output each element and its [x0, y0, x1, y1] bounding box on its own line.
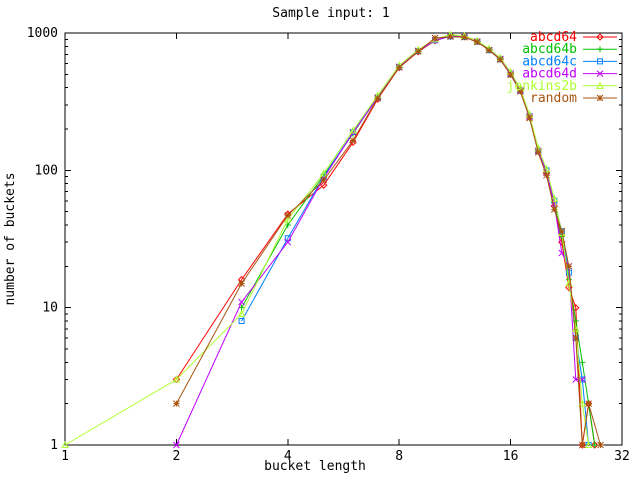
series-jenkins2b: [61, 30, 593, 449]
legend-item-random: random: [530, 91, 617, 106]
legend: abcd64abcd64babcd64cabcd64djenkins2brand…: [507, 30, 617, 106]
y-tick-label: 10: [42, 301, 58, 316]
axes: 1 2 4 8 16 32 1 10 100 1000: [27, 26, 630, 464]
legend-item-abcd64: abcd64: [530, 30, 617, 45]
legend-marker-sample: [597, 58, 603, 65]
legend-marker-sample: [596, 94, 604, 102]
y-tick-label: 1000: [27, 26, 58, 41]
legend-marker-sample: [596, 33, 604, 41]
series-markers-random: [173, 33, 604, 449]
series-line-jenkins2b: [64, 33, 590, 446]
legend-label-abcd64d: abcd64d: [522, 67, 577, 82]
legend-marker-sample: [597, 46, 603, 53]
plot-border: [64, 32, 623, 446]
legend-marker-sample: [596, 70, 604, 77]
y-axis-label: number of buckets: [3, 172, 18, 305]
legend-label-abcd64: abcd64: [530, 30, 577, 45]
legend-item-jenkins2b: jenkins2b: [507, 79, 617, 94]
legend-label-random: random: [530, 91, 577, 106]
x-tick-label: 16: [503, 449, 519, 464]
y-tick-label: 1: [50, 438, 58, 453]
data-series: [61, 30, 604, 449]
x-tick-label: 1: [61, 449, 69, 464]
chart-title: Sample input: 1: [272, 6, 389, 21]
x-tick-label: 4: [284, 449, 292, 464]
x-axis-label: bucket length: [264, 459, 366, 474]
series-markers-jenkins2b: [61, 30, 593, 449]
series-random: [173, 33, 604, 449]
legend-label-jenkins2b: jenkins2b: [507, 79, 578, 94]
x-tick-label: 8: [395, 449, 403, 464]
series-line-random: [175, 36, 601, 446]
legend-marker-sample: [596, 81, 604, 89]
y-tick-label: 100: [35, 163, 58, 178]
legend-item-abcd64c: abcd64c: [522, 54, 617, 69]
legend-label-abcd64b: abcd64b: [522, 42, 577, 57]
legend-item-abcd64b: abcd64b: [522, 42, 617, 57]
x-tick-label: 2: [172, 449, 180, 464]
legend-item-abcd64d: abcd64d: [522, 67, 617, 82]
legend-label-abcd64c: abcd64c: [522, 54, 577, 69]
x-tick-label: 32: [614, 449, 630, 464]
